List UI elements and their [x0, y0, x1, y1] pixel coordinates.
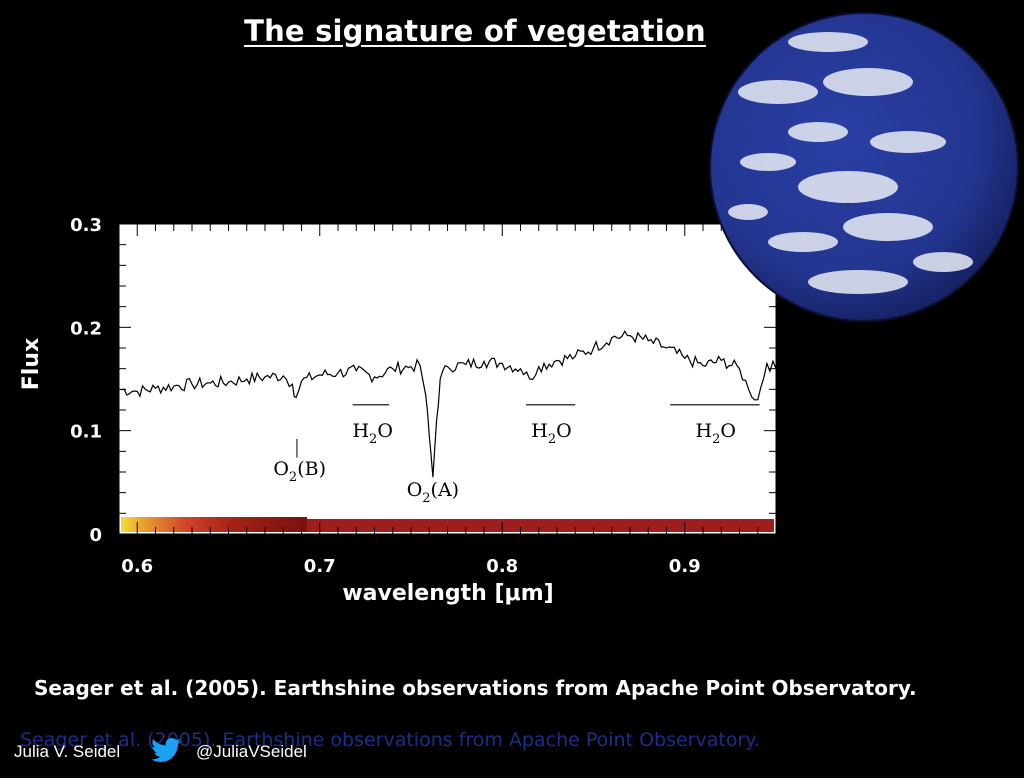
- y-tick-label: 0.3: [70, 215, 102, 236]
- x-tick-label: 0.9: [669, 556, 701, 577]
- annotation-o2b: O2(B): [273, 438, 326, 485]
- y-tick-label: 0.2: [70, 318, 102, 339]
- y-tick-label: 0: [89, 525, 102, 546]
- x-tick-label: 0.6: [121, 556, 153, 577]
- svg-text:O2(A): O2(A): [407, 479, 459, 506]
- annotation-o2a: O2(A): [407, 479, 459, 506]
- citation: Seager et al. (2005). Earthshine observa…: [34, 676, 917, 700]
- annotation-h2o: H2O: [352, 404, 393, 447]
- color-bar-gradient: [121, 517, 307, 532]
- svg-text:H2O: H2O: [531, 420, 571, 447]
- x-tick-label: 0.8: [486, 556, 518, 577]
- x-axis-label: wavelength [μm]: [342, 581, 553, 606]
- twitter-bird-icon: [151, 738, 181, 762]
- x-tick-label: 0.7: [304, 556, 336, 577]
- y-tick-label: 0.1: [70, 422, 102, 443]
- annotation-h2o: H2O: [525, 404, 576, 447]
- y-axis-label: Flux: [19, 338, 44, 390]
- earth-globe-image: [709, 12, 1019, 322]
- plot-area: [118, 223, 777, 535]
- color-bar-band: [307, 519, 774, 532]
- annotation-h2o: H2O: [670, 404, 760, 447]
- svg-text:O2(B): O2(B): [273, 458, 326, 485]
- citation-ghost-text: Seager et al. (2005). Earthshine observa…: [20, 729, 760, 751]
- footer-twitter-handle: @JuliaVSeidel: [196, 742, 307, 761]
- spectrum-line: [118, 329, 777, 478]
- svg-text:H2O: H2O: [696, 420, 736, 447]
- svg-text:H2O: H2O: [352, 420, 392, 447]
- footer-author: Julia V. Seidel: [14, 742, 121, 761]
- slide-title: The signature of vegetation: [244, 14, 706, 48]
